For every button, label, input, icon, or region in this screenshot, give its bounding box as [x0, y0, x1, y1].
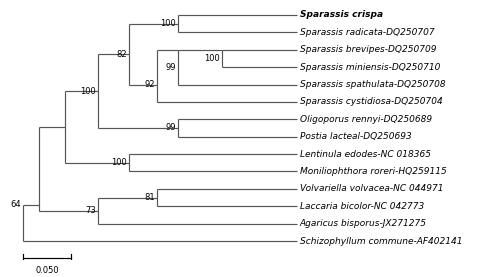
Text: 0.050: 0.050: [36, 266, 59, 275]
Text: 100: 100: [80, 86, 96, 96]
Text: 92: 92: [145, 80, 156, 89]
Text: Sparassis brevipes-DQ250709: Sparassis brevipes-DQ250709: [300, 45, 436, 54]
Text: Moniliophthora roreri-HQ259115: Moniliophthora roreri-HQ259115: [300, 167, 446, 176]
Text: 100: 100: [160, 19, 176, 28]
Text: Volvariella volvacea-NC 044971: Volvariella volvacea-NC 044971: [300, 184, 443, 193]
Text: 99: 99: [166, 63, 176, 72]
Text: Laccaria bicolor-NC 042773: Laccaria bicolor-NC 042773: [300, 202, 424, 211]
Text: Sparassis cystidiosa-DQ250704: Sparassis cystidiosa-DQ250704: [300, 98, 442, 106]
Text: Agaricus bisporus-JX271275: Agaricus bisporus-JX271275: [300, 219, 426, 228]
Text: Oligoporus rennyi-DQ250689: Oligoporus rennyi-DQ250689: [300, 115, 432, 124]
Text: Sparassis radicata-DQ250707: Sparassis radicata-DQ250707: [300, 28, 434, 37]
Text: 73: 73: [86, 206, 96, 215]
Text: Sparassis crispa: Sparassis crispa: [300, 11, 383, 19]
Text: 64: 64: [10, 200, 22, 209]
Text: Postia lacteal-DQ250693: Postia lacteal-DQ250693: [300, 132, 412, 141]
Text: Sparassis spathulata-DQ250708: Sparassis spathulata-DQ250708: [300, 80, 446, 89]
Text: 81: 81: [145, 193, 156, 202]
Text: 99: 99: [166, 124, 176, 132]
Text: 100: 100: [112, 158, 127, 167]
Text: Schizophyllum commune-AF402141: Schizophyllum commune-AF402141: [300, 237, 462, 245]
Text: 82: 82: [116, 50, 127, 58]
Text: Lentinula edodes-NC 018365: Lentinula edodes-NC 018365: [300, 150, 430, 159]
Text: 100: 100: [204, 54, 220, 63]
Text: Sparassis miniensis-DQ250710: Sparassis miniensis-DQ250710: [300, 63, 440, 72]
